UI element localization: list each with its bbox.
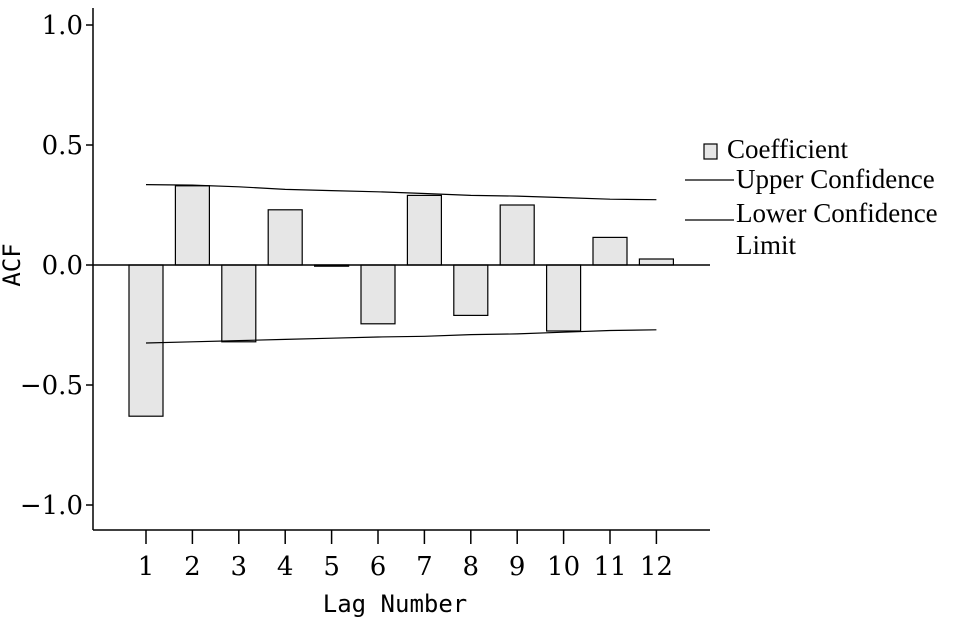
y-tick-label: 0.0 [42, 251, 83, 281]
bar-lag-7 [406, 194, 442, 266]
legend-label-upper: Upper Confidence [736, 164, 935, 194]
legend-swatch-coefficient [703, 143, 718, 160]
bar-lag-3 [221, 264, 257, 343]
x-axis-title: Lag Number [323, 590, 468, 618]
bar-lag-11 [592, 236, 628, 266]
legend: Coefficient Upper Confidence Lower Confi… [685, 134, 944, 260]
bar-lag-4 [267, 209, 303, 266]
bars [128, 185, 675, 417]
y-tick-label: −0.5 [20, 371, 83, 401]
x-tick-label: 9 [509, 552, 526, 582]
x-tick-label: 3 [231, 552, 248, 582]
y-tick-label: 0.5 [42, 131, 83, 161]
x-tick-label: 12 [640, 552, 673, 582]
tick-labels: 1.00.50.0−0.5−1.01 2 3 4 5 6 7 8 9 10 11 12 [20, 11, 673, 582]
y-axis-title: ACF [0, 243, 26, 286]
x-tick-label: 6 [370, 552, 387, 582]
x-tick-label: 11 [593, 552, 626, 582]
bar-lag-8 [453, 264, 489, 317]
bar-lag-9 [499, 204, 535, 266]
x-tick-label: 1 [138, 552, 155, 582]
confidence-lines [145, 184, 657, 344]
legend-label-coefficient: Coefficient [727, 134, 848, 164]
y-tick-label: 1.0 [42, 11, 83, 41]
upper-confidence-line [145, 184, 657, 201]
bar-lag-6 [360, 264, 396, 325]
bar-lag-12 [638, 258, 675, 266]
legend-label-lower: Lower Confidence Limit [736, 198, 944, 260]
x-tick-label: 2 [184, 552, 201, 582]
y-tick-label: −1.0 [20, 491, 83, 521]
bar-lag-10 [545, 264, 582, 332]
bar-lag-2 [174, 185, 210, 266]
x-tick-label: 4 [277, 552, 294, 582]
lower-confidence-line [145, 329, 657, 344]
x-tick-label: 8 [463, 552, 480, 582]
x-tick-label: 5 [323, 552, 340, 582]
bar-lag-1 [128, 264, 164, 417]
axes [86, 8, 710, 544]
x-tick-label: 10 [547, 552, 580, 582]
x-tick-label: 7 [416, 552, 433, 582]
